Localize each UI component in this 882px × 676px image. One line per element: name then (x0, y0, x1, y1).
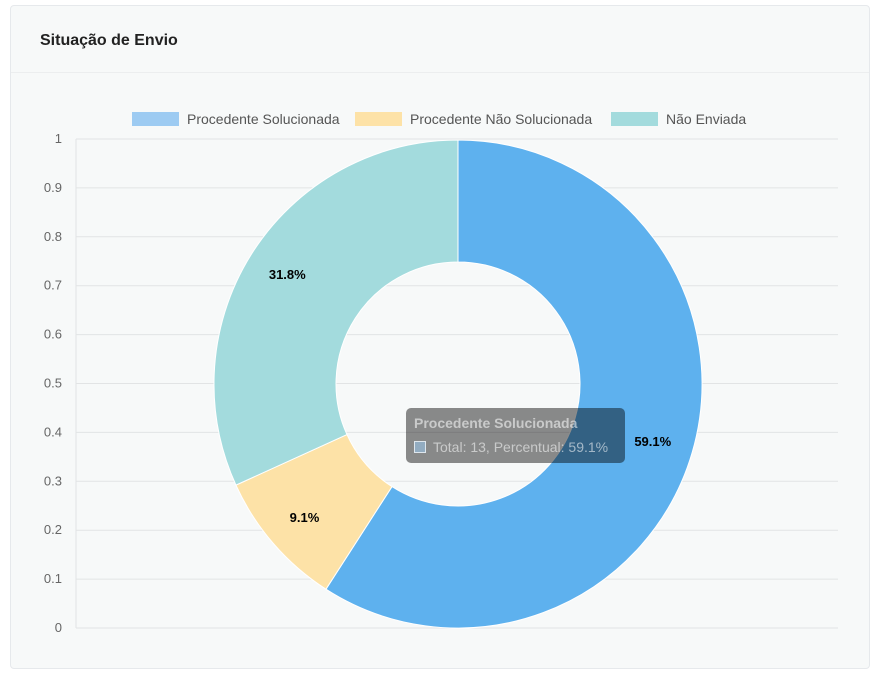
slice-label: 59.1% (634, 434, 671, 449)
legend-swatch (355, 112, 402, 126)
y-tick-label: 0.6 (44, 327, 62, 342)
legend-swatch (611, 112, 658, 126)
legend-label: Procedente Não Solucionada (410, 111, 592, 127)
legend-swatch (132, 112, 179, 126)
tooltip-title: Procedente Solucionada (414, 415, 617, 431)
legend-label: Procedente Solucionada (187, 111, 340, 127)
tooltip-swatch (414, 441, 426, 453)
slice-label: 31.8% (269, 267, 306, 282)
y-tick-label: 0.2 (44, 522, 62, 537)
tooltip-text: Total: 13, Percentual: 59.1% (433, 439, 608, 455)
y-tick-label: 0.4 (44, 424, 62, 439)
slice-label: 9.1% (290, 510, 320, 525)
y-tick-label: 0 (55, 620, 62, 635)
y-tick-label: 0.9 (44, 180, 62, 195)
tooltip-row: Total: 13, Percentual: 59.1% (414, 439, 617, 455)
y-tick-label: 1 (55, 131, 62, 146)
y-tick-label: 0.3 (44, 473, 62, 488)
chart-tooltip: Procedente Solucionada Total: 13, Percen… (406, 408, 625, 463)
y-tick-label: 0.1 (44, 571, 62, 586)
legend-label: Não Enviada (666, 111, 746, 127)
y-tick-label: 0.8 (44, 229, 62, 244)
y-tick-label: 0.7 (44, 278, 62, 293)
y-tick-label: 0.5 (44, 376, 62, 391)
